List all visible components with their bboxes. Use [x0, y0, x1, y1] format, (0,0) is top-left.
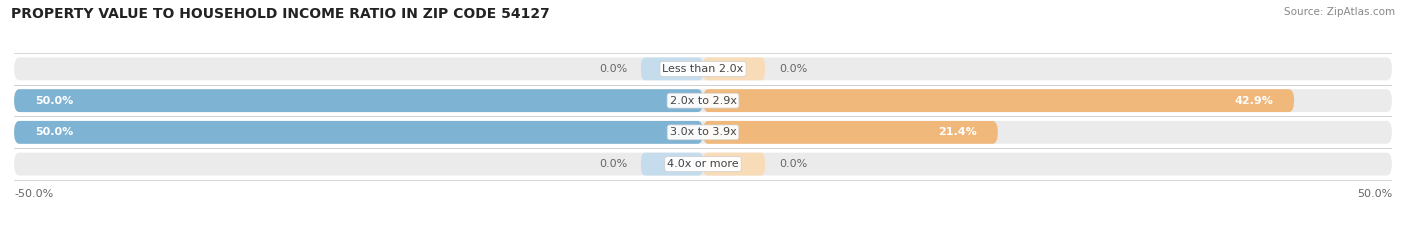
Text: 2.0x to 2.9x: 2.0x to 2.9x — [669, 96, 737, 106]
Text: 0.0%: 0.0% — [599, 159, 627, 169]
Text: 3.0x to 3.9x: 3.0x to 3.9x — [669, 127, 737, 137]
FancyBboxPatch shape — [703, 121, 998, 144]
FancyBboxPatch shape — [703, 153, 765, 175]
FancyBboxPatch shape — [703, 58, 765, 80]
FancyBboxPatch shape — [14, 58, 1392, 80]
Text: 4.0x or more: 4.0x or more — [668, 159, 738, 169]
Text: 0.0%: 0.0% — [599, 64, 627, 74]
Text: 42.9%: 42.9% — [1234, 96, 1274, 106]
Text: 50.0%: 50.0% — [1357, 189, 1392, 199]
FancyBboxPatch shape — [14, 89, 703, 112]
Text: Source: ZipAtlas.com: Source: ZipAtlas.com — [1284, 7, 1395, 17]
Text: 50.0%: 50.0% — [35, 96, 73, 106]
Text: 50.0%: 50.0% — [35, 127, 73, 137]
FancyBboxPatch shape — [14, 121, 1392, 144]
Text: 21.4%: 21.4% — [938, 127, 977, 137]
FancyBboxPatch shape — [14, 153, 1392, 175]
FancyBboxPatch shape — [641, 58, 703, 80]
FancyBboxPatch shape — [641, 153, 703, 175]
Text: 0.0%: 0.0% — [779, 159, 807, 169]
Text: 0.0%: 0.0% — [779, 64, 807, 74]
Text: -50.0%: -50.0% — [14, 189, 53, 199]
FancyBboxPatch shape — [14, 89, 1392, 112]
FancyBboxPatch shape — [14, 121, 703, 144]
Text: Less than 2.0x: Less than 2.0x — [662, 64, 744, 74]
Text: PROPERTY VALUE TO HOUSEHOLD INCOME RATIO IN ZIP CODE 54127: PROPERTY VALUE TO HOUSEHOLD INCOME RATIO… — [11, 7, 550, 21]
FancyBboxPatch shape — [703, 89, 1294, 112]
